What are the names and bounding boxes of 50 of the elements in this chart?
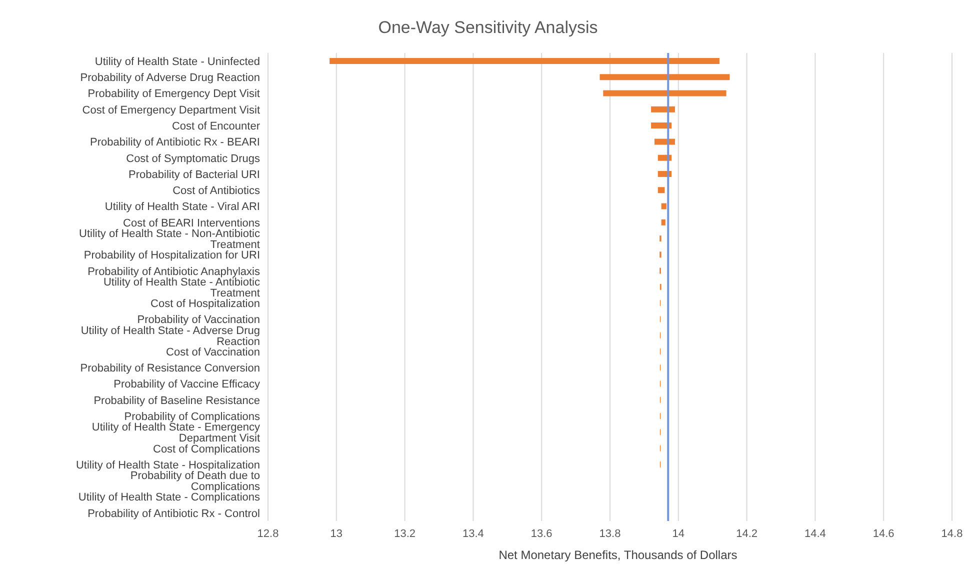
x-tick-label: 14.8 xyxy=(941,528,963,540)
x-tick-label: 14.2 xyxy=(736,528,758,540)
bar xyxy=(603,90,726,96)
x-tick-label: 14.6 xyxy=(872,528,894,540)
y-tick-label: Utility of Health State - Hospitalization xyxy=(76,459,260,472)
y-tick-label: Probability of Baseline Resistance xyxy=(94,394,260,407)
y-tick-label: Probability of Resistance Conversion xyxy=(80,362,260,375)
y-tick-label: Probability of Adverse Drug Reaction xyxy=(80,72,260,84)
y-tick-label: Utility of Health State - Antibiotic Treatment xyxy=(103,276,260,300)
y-tick-label: Cost of Complications xyxy=(153,443,260,456)
y-tick-label: Cost of Hospitalization xyxy=(150,298,260,310)
y-tick-label: Utility of Health State - Uninfected xyxy=(94,56,260,68)
chart-title: One-Way Sensitivity Analysis xyxy=(377,17,599,39)
x-tick-label: 14 xyxy=(672,528,685,540)
y-tick-label: Utility of Health State - Emergency Department Visit xyxy=(92,422,260,445)
bar xyxy=(330,58,720,64)
y-tick-label: Probability of Hospitalization for URI xyxy=(84,250,260,262)
y-tick-label: Cost of BEARI Interventions xyxy=(123,217,260,230)
y-tick-label: Probability of Antibiotic Rx - BEARI xyxy=(90,136,260,149)
x-tick-label: 13.6 xyxy=(530,528,552,540)
y-tick-label: Probability of Vaccine Efficacy xyxy=(114,378,260,391)
bar xyxy=(651,106,675,112)
y-tick-label: Probability of Bacterial URI xyxy=(128,168,260,181)
x-tick-label: 13.4 xyxy=(462,528,484,540)
y-tick-label: Utility of Health State - Adverse Drug Reaction xyxy=(80,324,260,348)
y-tick-label: Cost of Symptomatic Drugs xyxy=(126,152,260,165)
y-tick-label: Cost of Emergency Department Visit xyxy=(82,104,260,116)
x-tick-label: 13.2 xyxy=(394,528,416,540)
y-tick-label: Probability of Antibiotic Anaphylaxis xyxy=(88,266,260,278)
y-tick-label: Utility of Health State - Complications xyxy=(78,492,260,504)
y-tick-label: Utility of Health State - Viral ARI xyxy=(104,201,260,214)
bar xyxy=(654,138,675,145)
y-tick-label: Probability of Antibiotic Rx - Control xyxy=(88,508,260,520)
x-tick-label: 12.8 xyxy=(257,528,279,540)
y-tick-label: Cost of Antibiotics xyxy=(172,185,260,198)
x-tick-label: 13.8 xyxy=(599,528,621,540)
y-tick-label: Probability of Complications xyxy=(124,411,260,424)
x-tick-label: 14.4 xyxy=(804,528,826,540)
y-tick-label: Cost of Vaccination xyxy=(166,346,260,358)
y-tick-label: Probability of Emergency Dept Visit xyxy=(88,88,260,100)
y-tick-label: Utility of Health State - Non-Antibiotic Treatment xyxy=(79,228,260,251)
y-tick-label: Probability of Death due to Complications xyxy=(130,470,260,494)
x-tick-label: 13 xyxy=(330,528,343,540)
x-axis-title: Net Monetary Benefits, Thousands of Dollars xyxy=(498,548,738,562)
bar xyxy=(658,187,665,194)
bar xyxy=(600,74,730,80)
bar xyxy=(661,203,666,210)
y-tick-label: Cost of Encounter xyxy=(172,120,260,133)
bar xyxy=(661,219,666,226)
y-tick-label: Probability of Vaccination xyxy=(137,314,260,326)
